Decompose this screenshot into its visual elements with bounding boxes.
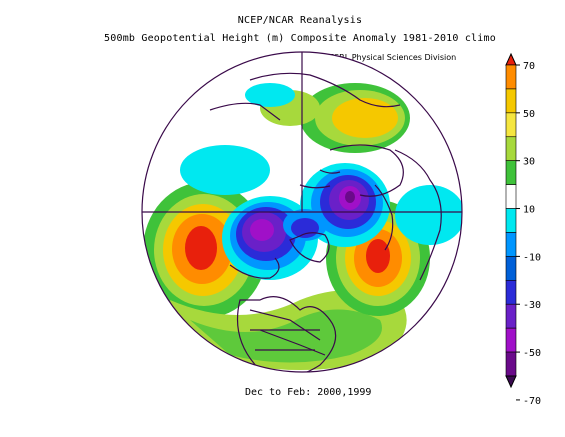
credit-text: NOAA/ESRL Physical Sciences Division bbox=[303, 53, 457, 62]
colorbar-segment bbox=[505, 88, 517, 114]
map-title: NCEP/NCAR Reanalysis bbox=[237, 15, 363, 26]
colorbar-segment bbox=[505, 112, 517, 138]
colorbar-top-arrow bbox=[505, 52, 517, 66]
anomaly-field bbox=[142, 52, 462, 372]
colorbar-tick-label: 10 bbox=[523, 205, 535, 216]
colorbar-tick-label: -30 bbox=[523, 300, 541, 311]
colorbar-tick-label: -10 bbox=[523, 252, 541, 263]
colorbar-segment bbox=[505, 64, 517, 90]
colorbar-segment bbox=[505, 327, 517, 353]
date-range-label: Dec to Feb: 2000,1999 bbox=[245, 387, 372, 398]
colorbar-segment bbox=[505, 256, 517, 281]
colorbar-bottom-arrow bbox=[505, 375, 517, 389]
colorbar-tick-label: -50 bbox=[523, 348, 541, 359]
map-boundary bbox=[141, 51, 463, 373]
colorbar-segment bbox=[505, 208, 517, 233]
colorbar-tick-label: 30 bbox=[523, 157, 535, 168]
coastlines bbox=[209, 72, 442, 372]
colorbar-segment bbox=[505, 136, 517, 161]
colorbar-tick-label: 70 bbox=[523, 61, 535, 72]
colorbar-segment bbox=[505, 184, 517, 209]
colorbar-segment bbox=[505, 280, 517, 305]
colorbar-segment bbox=[505, 160, 517, 185]
colorbar-tick-label: 50 bbox=[523, 109, 535, 120]
colorbar-segment bbox=[505, 232, 517, 257]
colorbar: 70 50 30 10 -10 -30 -50 -70 bbox=[505, 52, 541, 407]
colorbar-tick-label: -70 bbox=[523, 396, 541, 407]
map-subtitle: 500mb Geopotential Height (m) Composite … bbox=[104, 33, 496, 44]
colorbar-segment bbox=[505, 351, 517, 377]
colorbar-segment bbox=[505, 303, 517, 329]
